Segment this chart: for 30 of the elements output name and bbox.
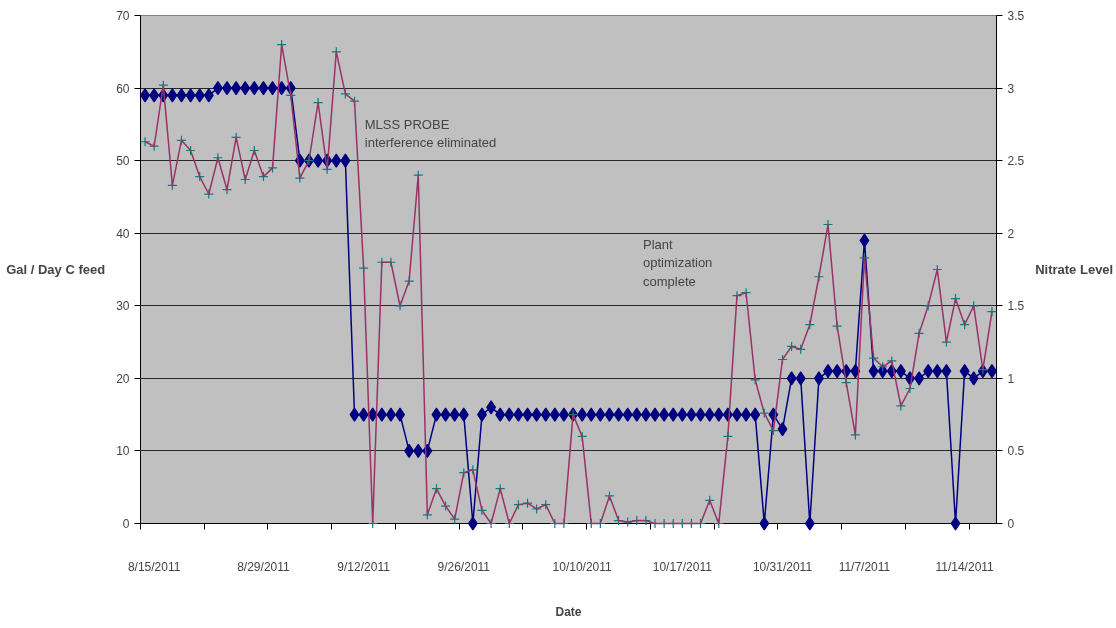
x-tick-label: 11/14/2011 <box>935 559 995 574</box>
x-tick-label: 10/10/2011 <box>552 559 613 574</box>
y-tick-label: 0 <box>122 517 130 531</box>
x-tick-label: 8/15/2011 <box>127 559 181 574</box>
y2-tick-label: 0 <box>1007 517 1015 531</box>
y2-tick-label: 0.5 <box>1007 444 1025 459</box>
y-tick-label: 30 <box>116 299 130 314</box>
y2-tick-label: 3.5 <box>1007 9 1025 23</box>
annotation: MLSS PROBE interference eliminated <box>364 116 497 151</box>
y-tick-label: 20 <box>116 371 130 386</box>
y-tick-label: 60 <box>116 81 130 96</box>
y2-tick-label: 2.5 <box>1007 154 1025 169</box>
y-tick-label: 40 <box>116 226 130 241</box>
y2-axis-title: Nitrate Level <box>1035 262 1114 277</box>
y-tick-label: 50 <box>116 154 130 169</box>
y2-tick-label: 1 <box>1007 371 1015 386</box>
x-tick-label: 9/26/2011 <box>437 559 491 574</box>
y-tick-label: 10 <box>116 444 130 459</box>
y-tick-label: 70 <box>116 9 130 23</box>
y-axis-title: Gal / Day C feed <box>6 262 106 277</box>
x-axis-title: Date <box>555 604 582 619</box>
x-tick-label: 11/7/2011 <box>838 559 891 574</box>
x-tick-label: 10/17/2011 <box>652 559 713 574</box>
x-tick-label: 9/12/2011 <box>337 559 391 574</box>
y2-tick-label: 1.5 <box>1007 299 1025 314</box>
x-tick-label: 8/29/2011 <box>237 559 291 574</box>
y2-tick-label: 3 <box>1007 81 1015 96</box>
annotation: Plant optimization complete <box>642 236 713 289</box>
x-tick-label: 10/31/2011 <box>752 559 813 574</box>
y2-tick-label: 2 <box>1007 226 1015 241</box>
